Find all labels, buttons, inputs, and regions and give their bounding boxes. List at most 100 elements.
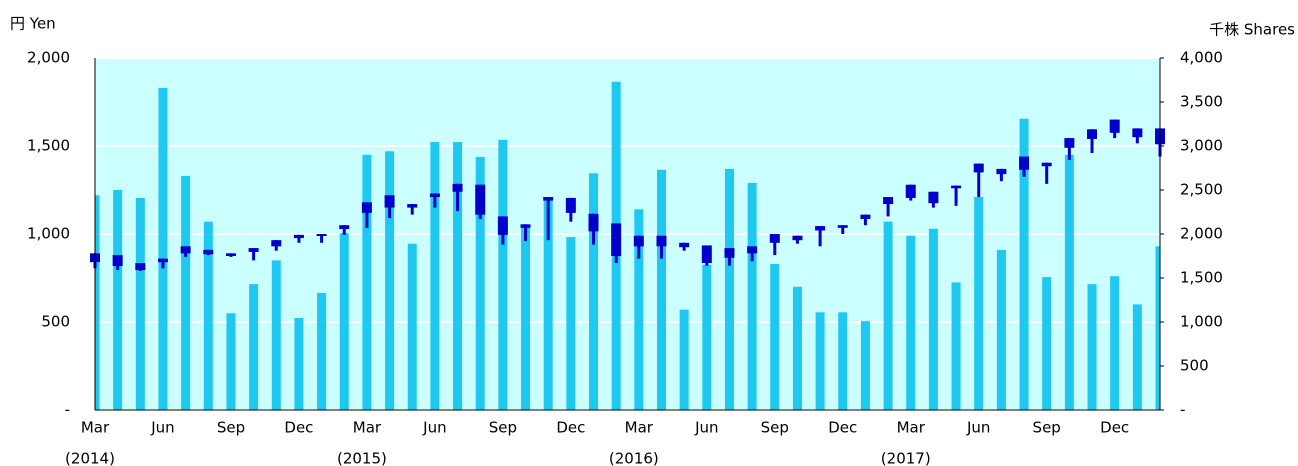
volume-bar	[679, 309, 689, 410]
candle-body	[1041, 162, 1052, 167]
y-tick-label: -	[65, 401, 70, 419]
volume-bar	[158, 87, 168, 410]
x-year-label: (2015)	[337, 450, 387, 466]
candle-body	[1064, 138, 1075, 148]
candle-body	[112, 255, 123, 267]
volume-bar	[475, 157, 485, 410]
volume-bar	[317, 292, 327, 410]
candle-body	[497, 216, 508, 235]
candle-body	[633, 235, 644, 247]
candle-body	[747, 246, 758, 254]
volume-bar	[249, 284, 259, 410]
volume-bar	[385, 151, 395, 410]
candle-body	[973, 163, 984, 173]
candle-body	[157, 258, 168, 263]
volume-bar	[271, 260, 281, 410]
candle-body	[180, 246, 191, 254]
volume-bar	[815, 312, 825, 410]
x-year-label: (2017)	[881, 450, 931, 466]
volume-bar	[702, 264, 712, 410]
y2-tick-label: 3,500	[1180, 93, 1223, 111]
y2-tick-label: 500	[1180, 357, 1209, 375]
y-tick-label: 500	[41, 313, 70, 331]
volume-bar	[1110, 276, 1120, 410]
volume-bar	[906, 235, 916, 410]
candle-body	[203, 249, 214, 255]
candle-body	[656, 235, 667, 247]
candle-body	[724, 248, 735, 258]
candle-body	[837, 225, 848, 228]
volume-bar	[996, 249, 1006, 410]
candle-body	[339, 225, 350, 230]
y2-axis-label: 千株 Shares	[1209, 21, 1295, 39]
y-tick-label: 2,000	[27, 49, 70, 67]
candle-body	[905, 184, 916, 198]
volume-bar	[362, 154, 372, 410]
y2-tick-label: -	[1180, 401, 1185, 419]
candle-body	[679, 242, 690, 248]
x-tick-label: Jun	[966, 419, 990, 437]
volume-bar	[430, 142, 440, 410]
candle-body	[611, 223, 622, 256]
x-tick-label: Jun	[422, 419, 446, 437]
candle-body	[248, 248, 259, 252]
candle-body	[815, 226, 826, 231]
candle-body	[293, 234, 304, 239]
volume-bar	[1087, 284, 1097, 410]
x-tick-label: Dec	[1100, 419, 1129, 437]
candle-body	[1132, 128, 1143, 138]
candle-body	[135, 263, 146, 271]
volume-bar	[974, 197, 984, 410]
candle-body	[271, 240, 282, 247]
candle-body	[452, 183, 463, 192]
x-tick-label: Sep	[1033, 419, 1061, 437]
x-tick-label: Dec	[828, 419, 857, 437]
volume-bar	[656, 169, 666, 410]
y2-tick-label: 3,000	[1180, 137, 1223, 155]
candle-body	[543, 197, 554, 201]
candle-body	[883, 197, 894, 205]
x-tick-label: Sep	[761, 419, 789, 437]
volume-bar	[860, 321, 870, 410]
x-tick-label: Jun	[694, 419, 718, 437]
x-tick-label: Sep	[217, 419, 245, 437]
volume-bar	[928, 228, 938, 410]
candle-body	[429, 193, 440, 198]
y2-tick-label: 4,000	[1180, 49, 1223, 67]
volume-bar	[724, 168, 734, 410]
y2-tick-label: 1,000	[1180, 313, 1223, 331]
volume-bar	[543, 197, 553, 410]
x-tick-label: Mar	[353, 419, 382, 437]
x-tick-label: Mar	[897, 419, 926, 437]
x-tick-label: Mar	[81, 419, 110, 437]
volume-bar	[1042, 277, 1052, 410]
volume-bar	[1132, 304, 1142, 410]
y2-tick-label: 1,500	[1180, 269, 1223, 287]
volume-bar	[113, 190, 123, 410]
volume-bar	[226, 313, 236, 410]
candle-body	[996, 168, 1007, 175]
x-year-label: (2016)	[609, 450, 659, 466]
candle-body	[1109, 119, 1120, 133]
volume-bar	[747, 182, 757, 410]
x-tick-label: Sep	[489, 419, 517, 437]
y-axis-label: 円 Yen	[10, 15, 56, 33]
volume-bar	[339, 233, 349, 410]
volume-bar	[294, 318, 304, 410]
candle-body	[951, 185, 962, 189]
candle-body	[860, 214, 871, 220]
volume-bar	[181, 175, 191, 410]
volume-bar	[589, 173, 599, 410]
y-tick-label: 1,000	[27, 225, 70, 243]
y-tick-label: 1,500	[27, 137, 70, 155]
candle-body	[407, 204, 418, 208]
volume-bar	[770, 263, 780, 410]
x-tick-label: Jun	[150, 419, 174, 437]
volume-bar	[407, 243, 417, 410]
volume-bar	[1064, 154, 1074, 410]
volume-bar	[498, 139, 508, 410]
y2-tick-label: 2,500	[1180, 181, 1223, 199]
candle-body	[769, 234, 780, 243]
volume-bar	[521, 225, 531, 410]
